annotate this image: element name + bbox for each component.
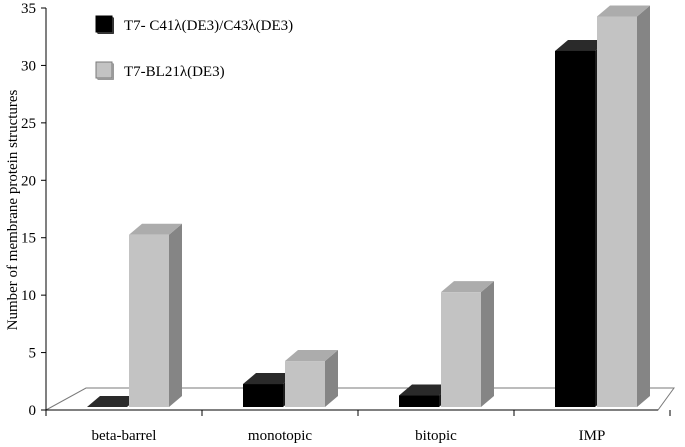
- legend-swatch: [95, 61, 113, 79]
- x-category-label: beta-barrel: [92, 428, 157, 444]
- bar: [597, 5, 650, 407]
- x-category-label: monotopic: [248, 428, 313, 444]
- y-tick-label: 20: [21, 173, 36, 189]
- y-tick-label: 15: [21, 231, 36, 247]
- y-tick-label: 0: [29, 403, 37, 419]
- y-tick-label: 30: [21, 58, 36, 74]
- x-category-label: IMP: [579, 428, 606, 444]
- y-tick-label: 10: [21, 288, 36, 304]
- bar: [441, 281, 494, 407]
- y-tick-label: 5: [29, 346, 37, 362]
- legend-item: T7-BL21λ(DE3): [95, 61, 225, 80]
- legend-swatch: [95, 15, 113, 33]
- bar: [129, 223, 182, 407]
- y-axis-ticks: 0 5 10 15 20 25 30 35: [21, 1, 46, 419]
- legend-item: T7- C41λ(DE3)/C43λ(DE3): [95, 15, 293, 34]
- y-axis-title: Number of membrane protein structures: [5, 89, 21, 330]
- bar: [87, 396, 140, 407]
- bar: [285, 350, 338, 407]
- legend: T7- C41λ(DE3)/C43λ(DE3) T7-BL21λ(DE3): [95, 15, 293, 80]
- legend-label: T7-BL21λ(DE3): [124, 64, 225, 80]
- bar-series-group: [87, 5, 650, 407]
- x-axis-ticks: beta-barrel monotopic bitopic IMP: [45, 410, 671, 444]
- x-category-label: bitopic: [415, 428, 457, 444]
- y-tick-label: 25: [21, 116, 36, 132]
- legend-label: T7- C41λ(DE3)/C43λ(DE3): [124, 18, 293, 34]
- y-tick-label: 35: [21, 1, 36, 17]
